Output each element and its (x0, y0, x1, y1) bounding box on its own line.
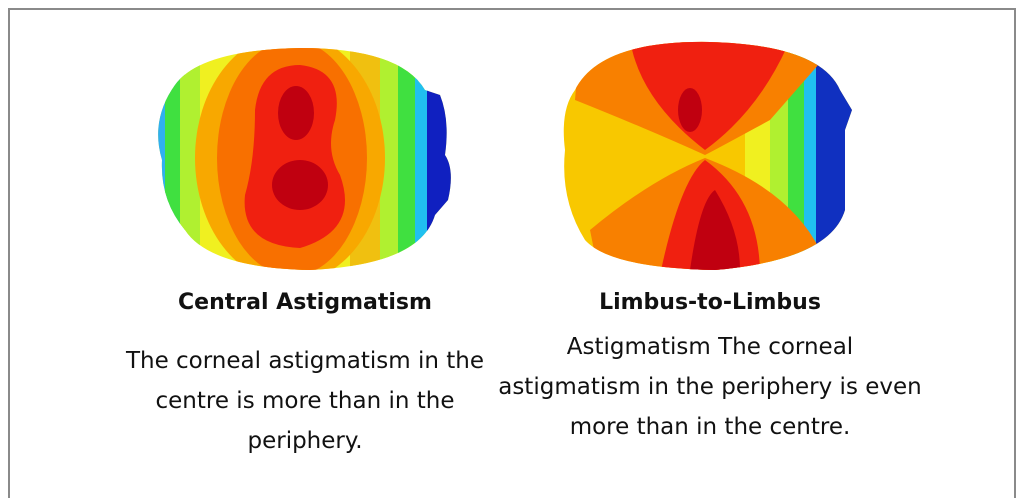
frame (8, 8, 1016, 498)
panel-description: The corneal astigmatism in the centre is… (125, 348, 485, 454)
corneal-map-central (158, 48, 451, 270)
maps (158, 41, 852, 270)
page: Central Astigmatism The corneal astigmat… (8, 8, 1016, 498)
corneal-map-limbus (563, 41, 852, 270)
panel-title: Limbus-to-Limbus (599, 290, 821, 315)
panel-title: Central Astigmatism (178, 290, 432, 315)
panel-description: Astigmatism The corneal astigmatism in t… (498, 334, 922, 440)
